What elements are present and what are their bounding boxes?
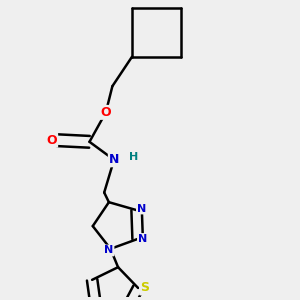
Text: O: O: [46, 134, 57, 147]
Text: N: N: [109, 153, 119, 166]
Text: N: N: [138, 234, 147, 244]
Text: N: N: [137, 203, 146, 214]
Text: H: H: [129, 152, 138, 161]
Text: O: O: [100, 106, 111, 119]
Text: S: S: [140, 281, 149, 294]
Text: N: N: [104, 245, 113, 256]
